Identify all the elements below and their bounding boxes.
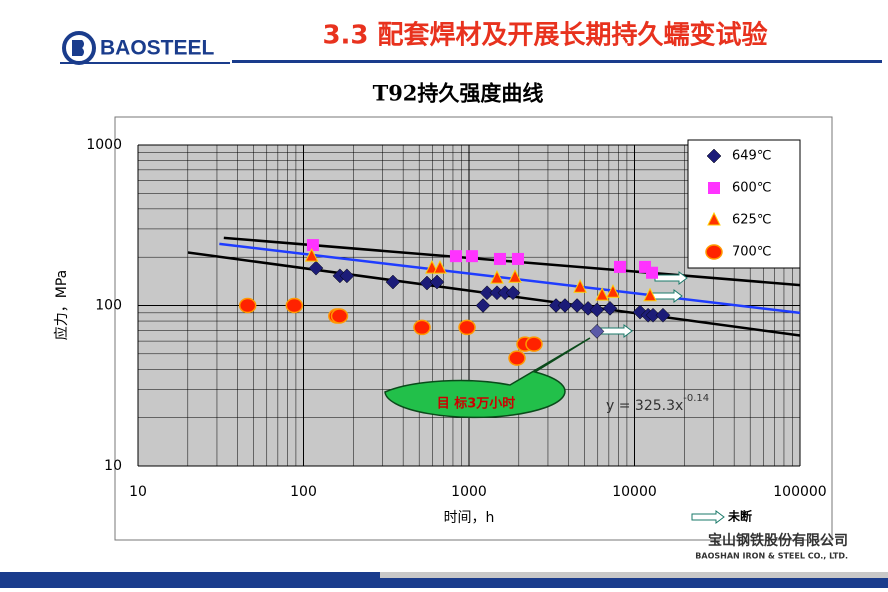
trend-line	[223, 236, 801, 287]
data-point	[508, 350, 526, 366]
data-point	[511, 252, 524, 265]
data-point	[238, 297, 257, 314]
logo-icon	[62, 31, 96, 65]
x-tick-label: 100	[290, 484, 317, 500]
target-point	[589, 324, 605, 339]
data-point	[306, 239, 319, 252]
legend-label: 625℃	[732, 213, 771, 228]
data-point	[339, 268, 355, 284]
legend: 649℃ 600℃ 625℃ 700℃	[705, 148, 771, 260]
unbroken-arrows	[599, 271, 725, 524]
legend-marker	[707, 211, 721, 226]
callout-bubble	[384, 337, 591, 419]
legend-marker	[708, 182, 720, 194]
header-rule	[232, 60, 882, 63]
x-tick-label: 10	[129, 484, 147, 500]
data-point	[433, 259, 447, 274]
data-point	[479, 285, 495, 301]
data-point	[589, 302, 605, 318]
legend-label: 649℃	[732, 149, 771, 164]
legend-marker	[705, 244, 723, 260]
data-point	[308, 260, 324, 276]
data-point	[330, 308, 349, 324]
data-point	[285, 297, 304, 314]
data-point	[429, 274, 445, 290]
data-point	[573, 279, 587, 293]
equation: y = 325.3x-0.14	[606, 393, 709, 414]
data-point	[505, 285, 521, 301]
legend-label: 600℃	[732, 181, 771, 196]
data-point	[602, 300, 618, 316]
data-point	[595, 287, 609, 301]
chart-title: T92持久强度曲线	[373, 81, 544, 106]
company-cn: 宝山钢铁股份有限公司	[708, 532, 848, 549]
callout-text: 目 标3万小时	[437, 396, 516, 412]
equation-exponent: -0.14	[683, 393, 709, 404]
y-tick-label: 10	[104, 458, 122, 474]
x-tick-label: 10000	[612, 484, 657, 500]
y-tick-label: 100	[95, 298, 122, 314]
data-point	[304, 248, 319, 262]
logo-text: BAOSTEEL	[100, 37, 215, 60]
data-point	[632, 304, 648, 320]
y-tick-label: 1000	[86, 137, 122, 153]
y-axis-label: 应力，MPa	[53, 270, 70, 340]
data-point	[425, 259, 439, 274]
header-rule-left	[60, 62, 230, 64]
data-point	[449, 250, 462, 263]
data-point	[385, 274, 401, 290]
data-point	[465, 250, 478, 263]
slide-title: 3.3 配套焊材及开展长期持久蠕变试验	[322, 20, 767, 51]
data-point	[508, 269, 522, 283]
data-point	[655, 307, 671, 323]
data-point	[458, 319, 476, 336]
x-tick-label: 100000	[773, 484, 826, 500]
data-point	[475, 298, 491, 313]
data-point	[643, 287, 657, 302]
equation-base: y = 325.3x	[606, 398, 683, 414]
footer-accent	[380, 572, 888, 578]
data-point	[613, 260, 626, 273]
data-point	[557, 298, 573, 313]
x-axis-label: 时间，h	[444, 510, 495, 526]
data-point	[413, 319, 431, 336]
points	[238, 239, 671, 366]
data-point	[606, 284, 620, 298]
x-tick-label: 1000	[451, 484, 487, 500]
legend-label: 700℃	[732, 245, 771, 260]
company-en: BAOSHAN IRON & STEEL CO., LTD.	[695, 552, 848, 561]
data-point	[569, 298, 585, 313]
legend-marker	[706, 148, 722, 164]
data-point	[490, 270, 504, 284]
data-point	[493, 252, 506, 265]
data-point	[525, 336, 543, 352]
data-point	[646, 266, 659, 279]
data-point	[580, 300, 596, 316]
data-point	[645, 307, 661, 323]
unbroken-legend: 未断	[727, 509, 752, 524]
trend-line	[219, 242, 801, 315]
legend-box	[687, 139, 801, 269]
